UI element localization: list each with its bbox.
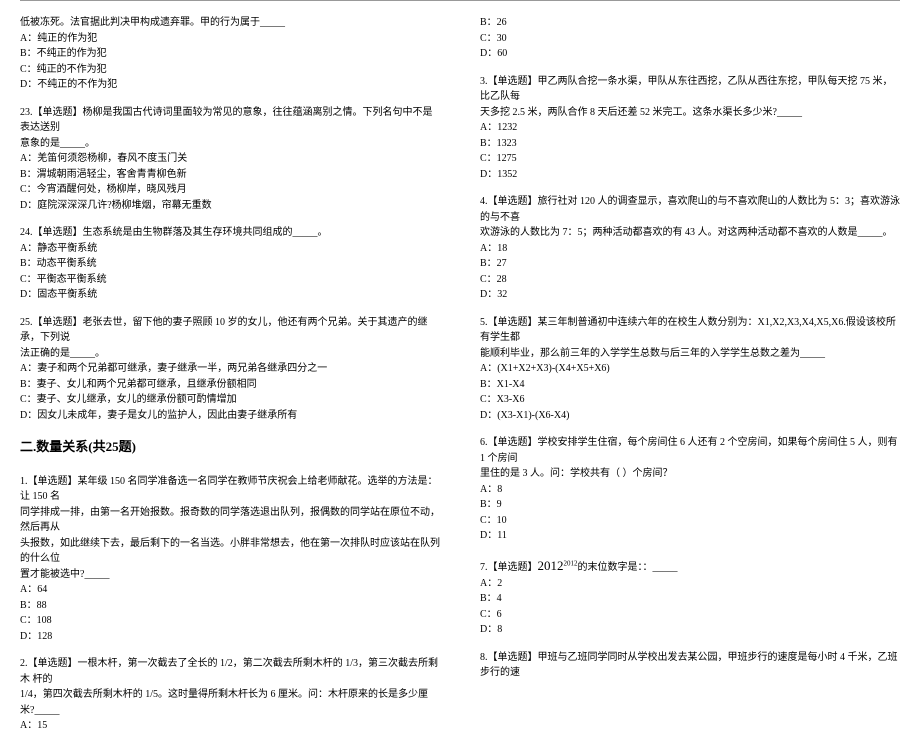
q22-opt-d: D：不纯正的不作为犯 bbox=[20, 77, 440, 93]
rq5-stem2: 能顺利毕业，那么前三年的入学学生总数与后三年的入学学生总数之差为_____ bbox=[480, 346, 900, 362]
rq6-stem2: 里住的是 3 人。问：学校共有（ ）个房间？ bbox=[480, 466, 900, 482]
rq5-opt-d: D：(X3-X1)-(X6-X4) bbox=[480, 408, 900, 424]
rq2-opt-b: B：26 bbox=[480, 15, 900, 31]
rq5-opt-a: A：(X1+X2+X3)-(X4+X5+X6) bbox=[480, 361, 900, 377]
rq4-opt-a: A：18 bbox=[480, 241, 900, 257]
rq3-stem2: 天多挖 2.5 米，两队合作 8 天后还差 52 米完工。这条水渠长多少米?__… bbox=[480, 105, 900, 121]
rq5-opt-b: B：X1-X4 bbox=[480, 377, 900, 393]
q22-tail: 低被冻死。法官据此判决甲构成遗弃罪。甲的行为属于_____ A：纯正的作为犯 B… bbox=[20, 15, 440, 93]
rq7-post: 的末位数字是：：_____ bbox=[578, 562, 678, 573]
rq8-stem: 8.【单选题】甲班与乙班同学同时从学校出发去某公园，甲班步行的速度是每小时 4 … bbox=[480, 650, 900, 681]
nq2: 2.【单选题】一根木杆，第一次截去了全长的 1/2，第二次截去所剩木杆的 1/3… bbox=[20, 656, 440, 734]
q25-stem2: 法正确的是_____。 bbox=[20, 346, 440, 362]
rq7-opt-b: B：4 bbox=[480, 591, 900, 607]
nq1-opt-a: A：64 bbox=[20, 582, 440, 598]
q23-opt-d: D：庭院深深深几许?杨柳堆烟，帘幕无重数 bbox=[20, 198, 440, 214]
rq7-opt-a: A：2 bbox=[480, 576, 900, 592]
q23-opt-c: C：今宵酒醒何处，杨柳岸，晓风残月 bbox=[20, 182, 440, 198]
rq7-pre: 7.【单选题】 bbox=[480, 562, 538, 573]
nq1-stem2: 同学排成一排，由第一名开始报数。报奇数的同学落选退出队列，报偶数的同学站在原位不… bbox=[20, 505, 440, 536]
nq1: 1.【单选题】某年级 150 名同学准备选一名同学在教师节庆祝会上给老师献花。选… bbox=[20, 474, 440, 645]
nq2-stem2: 1/4，第四次截去所剩木杆的 1/5。这时量得所剩木杆长为 6 厘米。问：木杆原… bbox=[20, 687, 440, 718]
nq2-stem1: 2.【单选题】一根木杆，第一次截去了全长的 1/2，第二次截去所剩木杆的 1/3… bbox=[20, 656, 440, 687]
rq4-stem1: 4.【单选题】旅行社对 120 人的调查显示，喜欢爬山的与不喜欢爬山的人数比为 … bbox=[480, 194, 900, 225]
q24-opt-a: A：静态平衡系统 bbox=[20, 241, 440, 257]
rq7-opt-c: C：6 bbox=[480, 607, 900, 623]
q25-stem1: 25.【单选题】老张去世，留下他的妻子照顾 10 岁的女儿，他还有两个兄弟。关于… bbox=[20, 315, 440, 346]
q25-opt-a: A：妻子和两个兄弟都可继承，妻子继承一半，两兄弟各继承四分之一 bbox=[20, 361, 440, 377]
rq5-stem1: 5.【单选题】某三年制普通初中连续六年的在校生人数分别为：X1,X2,X3,X4… bbox=[480, 315, 900, 346]
rq7: 7.【单选题】20122012的末位数字是：：_____ A：2 B：4 C：6… bbox=[480, 556, 900, 638]
rq4-opt-d: D：32 bbox=[480, 287, 900, 303]
nq1-stem3: 头报数，如此继续下去，最后剩下的一名当选。小胖非常想去，他在第一次排队时应该站在… bbox=[20, 536, 440, 567]
nq1-stem1: 1.【单选题】某年级 150 名同学准备选一名同学在教师节庆祝会上给老师献花。选… bbox=[20, 474, 440, 505]
rq6-opt-a: A：8 bbox=[480, 482, 900, 498]
q22-opt-b: B：不纯正的作为犯 bbox=[20, 46, 440, 62]
q24-opt-d: D：固态平衡系统 bbox=[20, 287, 440, 303]
q23-stem2: 意象的是_____。 bbox=[20, 136, 440, 152]
nq1-opt-d: D：128 bbox=[20, 629, 440, 645]
rq6-stem1: 6.【单选题】学校安排学生住宿，每个房间住 6 人还有 2 个空房间，如果每个房… bbox=[480, 435, 900, 466]
q23: 23.【单选题】杨柳是我国古代诗词里面较为常见的意象，往往蕴涵离别之情。下列名句… bbox=[20, 105, 440, 214]
left-column: 低被冻死。法官据此判决甲构成遗弃罪。甲的行为属于_____ A：纯正的作为犯 B… bbox=[0, 7, 460, 756]
rq4-opt-c: C：28 bbox=[480, 272, 900, 288]
rq8: 8.【单选题】甲班与乙班同学同时从学校出发去某公园，甲班步行的速度是每小时 4 … bbox=[480, 650, 900, 681]
rq4-opt-b: B：27 bbox=[480, 256, 900, 272]
rq3: 3.【单选题】甲乙两队合挖一条水渠，甲队从东往西挖，乙队从西往东挖，甲队每天挖 … bbox=[480, 74, 900, 183]
section-title: 二.数量关系(共25题) bbox=[20, 437, 440, 458]
rq6: 6.【单选题】学校安排学生住宿，每个房间住 6 人还有 2 个空房间，如果每个房… bbox=[480, 435, 900, 544]
rq3-opt-c: C：1275 bbox=[480, 151, 900, 167]
q22-line: 低被冻死。法官据此判决甲构成遗弃罪。甲的行为属于_____ bbox=[20, 15, 440, 31]
q24-opt-c: C：平衡态平衡系统 bbox=[20, 272, 440, 288]
page-container: 低被冻死。法官据此判决甲构成遗弃罪。甲的行为属于_____ A：纯正的作为犯 B… bbox=[0, 7, 920, 756]
rq3-opt-d: D：1352 bbox=[480, 167, 900, 183]
nq1-opt-b: B：88 bbox=[20, 598, 440, 614]
rq3-stem1: 3.【单选题】甲乙两队合挖一条水渠，甲队从东往西挖，乙队从西往东挖，甲队每天挖 … bbox=[480, 74, 900, 105]
nq2-opt-a: A：15 bbox=[20, 718, 440, 734]
rq2-opt-d: D：60 bbox=[480, 46, 900, 62]
top-rule bbox=[20, 0, 900, 1]
rq2-opts: B：26 C：30 D：60 bbox=[480, 15, 900, 62]
nq1-stem4: 置才能被选中?_____ bbox=[20, 567, 440, 583]
q22-opt-a: A：纯正的作为犯 bbox=[20, 31, 440, 47]
rq7-stem: 7.【单选题】20122012的末位数字是：：_____ bbox=[480, 556, 900, 576]
rq6-opt-d: D：11 bbox=[480, 528, 900, 544]
right-column: B：26 C：30 D：60 3.【单选题】甲乙两队合挖一条水渠，甲队从东往西挖… bbox=[460, 7, 920, 756]
q24-stem: 24.【单选题】生态系统是由生物群落及其生存环境共同组成的_____。 bbox=[20, 225, 440, 241]
q25-opt-d: D：因女儿未成年，妻子是女儿的监护人，因此由妻子继承所有 bbox=[20, 408, 440, 424]
q25: 25.【单选题】老张去世，留下他的妻子照顾 10 岁的女儿，他还有两个兄弟。关于… bbox=[20, 315, 440, 424]
rq7-exp: 2012 bbox=[564, 559, 578, 567]
rq6-opt-b: B：9 bbox=[480, 497, 900, 513]
rq5: 5.【单选题】某三年制普通初中连续六年的在校生人数分别为：X1,X2,X3,X4… bbox=[480, 315, 900, 424]
q25-opt-c: C：妻子、女儿继承，女儿的继承份额可酌情增加 bbox=[20, 392, 440, 408]
q23-stem1: 23.【单选题】杨柳是我国古代诗词里面较为常见的意象，往往蕴涵离别之情。下列名句… bbox=[20, 105, 440, 136]
rq4-stem2: 欢游泳的人数比为 7：5；两种活动都喜欢的有 43 人。对这两种活动都不喜欢的人… bbox=[480, 225, 900, 241]
q24: 24.【单选题】生态系统是由生物群落及其生存环境共同组成的_____。 A：静态… bbox=[20, 225, 440, 303]
q23-opt-b: B：渭城朝雨浥轻尘，客舍青青柳色新 bbox=[20, 167, 440, 183]
q23-opt-a: A：羌笛何须怨杨柳，春风不度玉门关 bbox=[20, 151, 440, 167]
q25-opt-b: B：妻子、女儿和两个兄弟都可继承，且继承份额相同 bbox=[20, 377, 440, 393]
q22-opt-c: C：纯正的不作为犯 bbox=[20, 62, 440, 78]
rq3-opt-a: A：1232 bbox=[480, 120, 900, 136]
nq1-opt-c: C：108 bbox=[20, 613, 440, 629]
rq6-opt-c: C：10 bbox=[480, 513, 900, 529]
rq3-opt-b: B：1323 bbox=[480, 136, 900, 152]
q24-opt-b: B：动态平衡系统 bbox=[20, 256, 440, 272]
rq5-opt-c: C：X3-X6 bbox=[480, 392, 900, 408]
rq4: 4.【单选题】旅行社对 120 人的调查显示，喜欢爬山的与不喜欢爬山的人数比为 … bbox=[480, 194, 900, 303]
rq7-opt-d: D：8 bbox=[480, 622, 900, 638]
rq2-opt-c: C：30 bbox=[480, 31, 900, 47]
rq7-base: 2012 bbox=[538, 558, 564, 573]
